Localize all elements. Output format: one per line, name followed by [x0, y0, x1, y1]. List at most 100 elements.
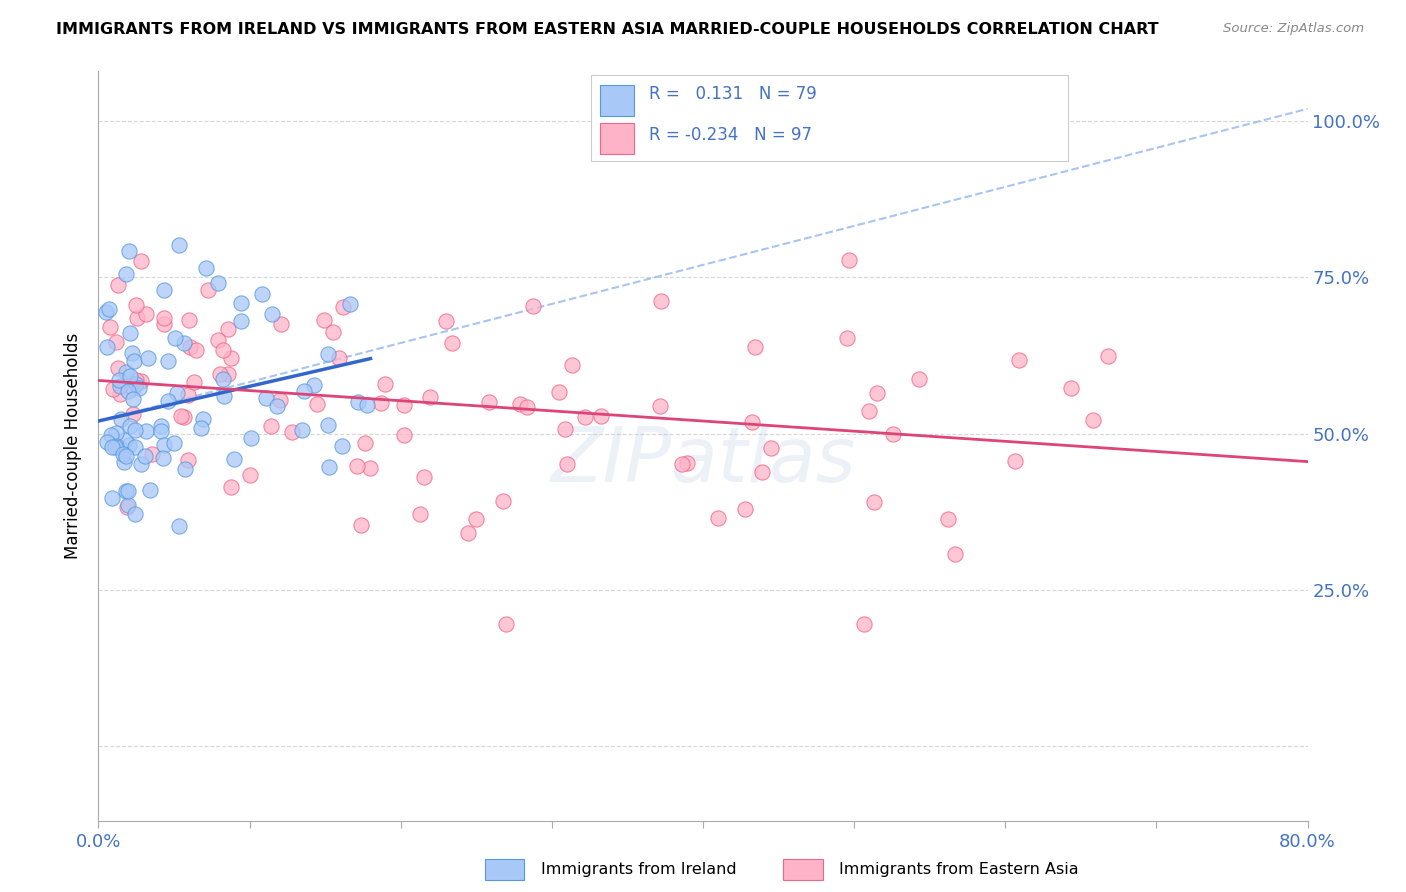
Point — [866, 385, 889, 400]
Point — [107, 277, 129, 292]
Point — [131, 253, 153, 268]
Text: R = -0.234   N = 97: R = -0.234 N = 97 — [648, 126, 811, 144]
Point — [217, 322, 239, 336]
Point — [465, 512, 488, 526]
Point — [863, 495, 886, 509]
Point — [240, 431, 263, 445]
Point — [222, 451, 245, 466]
Text: IMMIGRANTS FROM IRELAND VS IMMIGRANTS FROM EASTERN ASIA MARRIED-COUPLE HOUSEHOLD: IMMIGRANTS FROM IRELAND VS IMMIGRANTS FR… — [56, 22, 1159, 37]
Point — [122, 353, 145, 368]
Point — [153, 438, 176, 452]
Point — [96, 305, 118, 319]
Point — [1008, 353, 1031, 368]
Point — [125, 298, 148, 312]
Point — [184, 343, 207, 357]
Point — [419, 390, 441, 404]
Point — [156, 394, 179, 409]
Point — [108, 374, 131, 388]
Point — [229, 313, 252, 327]
Point — [173, 410, 195, 425]
Point — [852, 617, 875, 632]
Y-axis label: Married-couple Households: Married-couple Households — [65, 333, 83, 559]
Point — [115, 365, 138, 379]
Point — [318, 460, 340, 475]
Point — [177, 313, 200, 327]
Point — [114, 483, 136, 498]
Point — [149, 419, 172, 434]
Point — [219, 351, 242, 365]
Point — [104, 438, 127, 452]
Point — [318, 347, 340, 361]
Point — [676, 456, 699, 470]
Point — [516, 400, 538, 414]
Point — [108, 440, 131, 454]
Point — [734, 502, 756, 516]
Point — [120, 419, 142, 434]
Point — [260, 418, 283, 433]
FancyBboxPatch shape — [600, 86, 634, 116]
Point — [706, 511, 728, 525]
Point — [122, 408, 145, 422]
Point — [103, 382, 125, 396]
Point — [191, 412, 214, 426]
Point — [1083, 413, 1105, 427]
Point — [219, 480, 242, 494]
Point — [359, 461, 381, 475]
Point — [101, 491, 124, 505]
Point — [174, 462, 197, 476]
Point — [176, 388, 198, 402]
Point — [522, 299, 544, 313]
Point — [118, 369, 141, 384]
Point — [858, 404, 880, 418]
Point — [281, 425, 304, 439]
Point — [104, 334, 127, 349]
Point — [190, 421, 212, 435]
Point — [440, 335, 463, 350]
Point — [882, 426, 904, 441]
Point — [121, 346, 143, 360]
Point — [96, 435, 118, 450]
Point — [98, 320, 121, 334]
Point — [554, 422, 576, 436]
Point — [409, 508, 432, 522]
Point — [650, 293, 672, 308]
Point — [129, 458, 152, 472]
Point — [114, 449, 136, 463]
Point — [135, 424, 157, 438]
Point — [169, 409, 191, 424]
Point — [139, 483, 162, 497]
Point — [318, 417, 340, 432]
Point — [209, 368, 232, 382]
Point — [239, 468, 262, 483]
Point — [353, 436, 375, 450]
Point — [492, 493, 515, 508]
Point — [124, 440, 146, 454]
Point — [412, 469, 434, 483]
Point — [350, 517, 373, 532]
Point — [125, 377, 148, 392]
Point — [100, 440, 122, 454]
Text: Immigrants from Ireland: Immigrants from Ireland — [541, 863, 737, 877]
Text: 80.0%: 80.0% — [1279, 833, 1336, 851]
Point — [122, 381, 145, 395]
Point — [141, 447, 163, 461]
Point — [1060, 381, 1083, 395]
Point — [835, 331, 858, 345]
Point — [229, 296, 252, 310]
Point — [270, 318, 292, 332]
Point — [837, 252, 859, 267]
Point — [177, 453, 200, 467]
Point — [495, 617, 517, 632]
Text: R =   0.131   N = 79: R = 0.131 N = 79 — [648, 85, 817, 103]
Point — [157, 353, 180, 368]
Point — [197, 283, 219, 297]
Point — [741, 415, 763, 429]
Point — [112, 455, 135, 469]
Point — [1004, 454, 1026, 468]
Point — [907, 372, 929, 386]
Text: 0.0%: 0.0% — [76, 833, 121, 851]
Point — [163, 436, 186, 450]
Point — [671, 457, 693, 471]
Point — [292, 384, 315, 399]
Point — [96, 340, 118, 354]
